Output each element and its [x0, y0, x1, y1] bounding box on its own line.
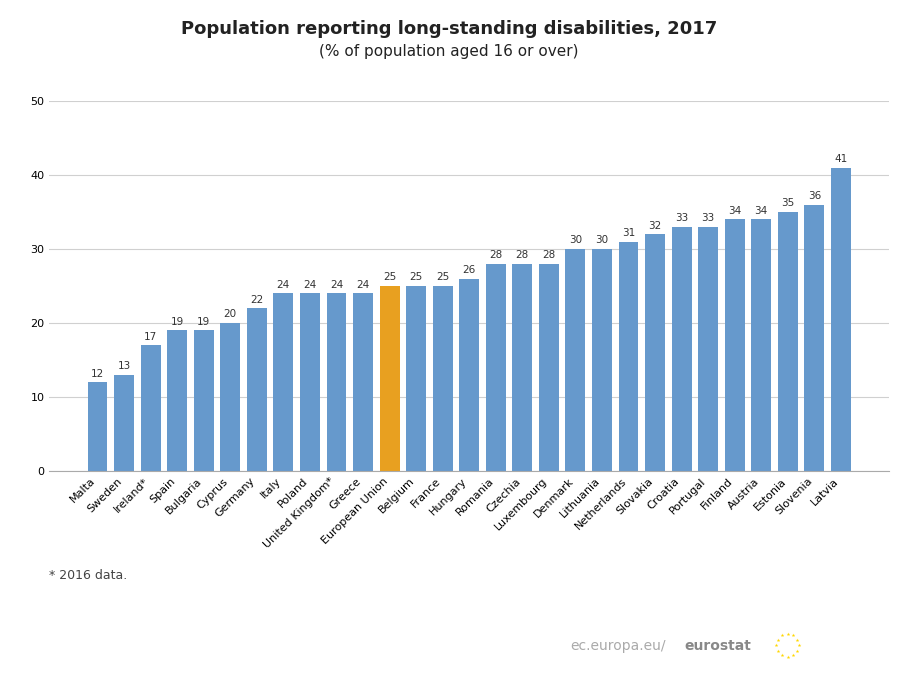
Bar — [327, 293, 347, 471]
Bar — [513, 264, 533, 471]
Text: eurostat: eurostat — [684, 639, 751, 653]
Bar — [805, 205, 824, 471]
Text: 24: 24 — [330, 280, 343, 289]
Text: (% of population aged 16 or over): (% of population aged 16 or over) — [320, 44, 578, 59]
Text: 25: 25 — [436, 273, 449, 283]
Bar — [353, 293, 373, 471]
Bar — [752, 219, 771, 471]
Text: 31: 31 — [622, 228, 635, 238]
Text: 28: 28 — [515, 250, 529, 260]
Bar — [698, 227, 718, 471]
Text: 17: 17 — [144, 332, 157, 341]
Bar — [645, 234, 665, 471]
Bar — [300, 293, 320, 471]
Bar — [486, 264, 506, 471]
Text: 12: 12 — [91, 369, 104, 378]
Bar — [406, 286, 426, 471]
Text: 32: 32 — [648, 221, 662, 230]
Text: 25: 25 — [383, 273, 396, 283]
Text: 34: 34 — [754, 206, 768, 215]
Bar — [88, 382, 108, 471]
Text: Population reporting long-standing disabilities, 2017: Population reporting long-standing disab… — [180, 20, 718, 38]
Bar — [672, 227, 691, 471]
Text: 20: 20 — [224, 310, 237, 319]
Text: ec.europa.eu/: ec.europa.eu/ — [570, 639, 665, 653]
Text: 24: 24 — [304, 280, 316, 289]
Text: 41: 41 — [834, 154, 848, 164]
Bar — [167, 330, 187, 471]
Text: 33: 33 — [675, 213, 688, 223]
Text: 33: 33 — [701, 213, 715, 223]
Text: 36: 36 — [807, 191, 821, 201]
Bar — [141, 345, 161, 471]
Text: 25: 25 — [409, 273, 423, 283]
Text: 26: 26 — [462, 265, 476, 275]
Bar — [194, 330, 214, 471]
Text: 22: 22 — [251, 295, 263, 304]
Text: 30: 30 — [568, 236, 582, 245]
Bar — [114, 375, 134, 471]
Bar — [778, 212, 797, 471]
Text: 35: 35 — [781, 199, 795, 208]
Text: 19: 19 — [197, 317, 210, 326]
Text: 13: 13 — [118, 361, 131, 371]
Bar — [273, 293, 294, 471]
Text: 28: 28 — [489, 250, 502, 260]
Text: 28: 28 — [542, 250, 556, 260]
Bar — [247, 308, 267, 471]
Text: 24: 24 — [357, 280, 370, 289]
Text: 30: 30 — [595, 236, 609, 245]
Text: 34: 34 — [728, 206, 742, 215]
Bar — [566, 249, 585, 471]
Text: 24: 24 — [277, 280, 290, 289]
Text: * 2016 data.: * 2016 data. — [49, 569, 128, 581]
Bar — [619, 242, 638, 471]
Bar — [433, 286, 453, 471]
Bar — [725, 219, 744, 471]
Text: 19: 19 — [171, 317, 184, 326]
Bar — [220, 323, 241, 471]
Bar — [539, 264, 559, 471]
Bar — [459, 279, 480, 471]
Bar — [592, 249, 612, 471]
Bar — [831, 168, 851, 471]
Bar — [380, 286, 400, 471]
